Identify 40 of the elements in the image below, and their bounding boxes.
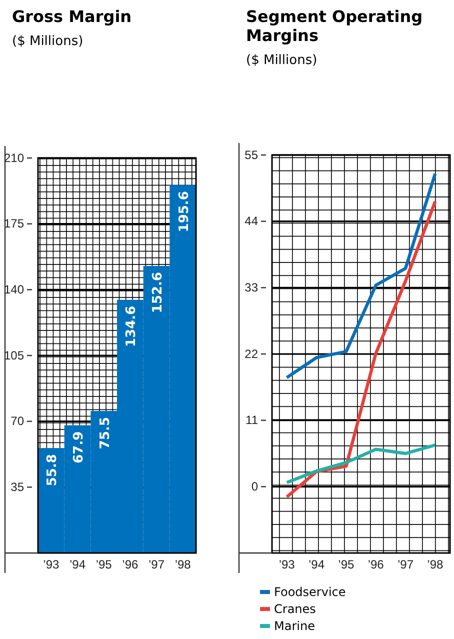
data-label: 134.6 [124,306,140,347]
x-tick-label: ’94 [69,558,86,572]
y-tick-label: 105 [4,348,24,362]
chart-title: Segment Operating Margins [246,7,423,45]
y-tick-label: 0 [251,480,258,494]
y-tick-label: 44 [244,214,258,228]
data-label: 55.8 [45,454,60,486]
data-label: 67.9 [72,431,86,464]
line-series [285,172,437,380]
x-tick-label: ’96 [122,558,138,572]
line-series [285,200,437,499]
y-tick-label: 22 [244,346,258,361]
x-tick-label: ’97 [397,558,414,572]
x-tick-label: ’95 [96,558,112,572]
data-label: 152.6 [150,272,166,314]
x-tick-label: ’98 [174,558,192,572]
x-tick-label: ’94 [308,558,325,572]
y-tick-label: 70 [10,414,24,428]
legend-label: Cranes [274,602,316,616]
y-tick-label: 11 [246,413,258,428]
data-label: 75.5 [98,416,113,450]
y-tick-label: 33 [244,280,258,295]
legend-label: Foodservice [274,585,346,599]
x-tick-label: ’96 [368,558,384,572]
y-tick-label: 210 [4,150,24,165]
y-tick-label: 35 [10,480,24,494]
line-series [285,443,437,484]
x-tick-label: ’93 [278,558,296,572]
x-tick-label: ’97 [148,558,165,572]
chart-subtitle: ($ Millions) [12,34,84,49]
chart-subtitle: ($ Millions) [246,53,318,68]
data-label: 195.6 [176,191,192,232]
y-tick-label: 140 [4,282,24,297]
x-tick-label: ’95 [338,558,354,572]
x-tick-label: ’98 [427,558,444,572]
y-tick-label: 55 [244,148,258,162]
x-tick-label: ’93 [43,558,60,572]
legend-label: Marine [274,619,315,633]
y-tick-label: 175 [4,216,24,231]
chart-title: Gross Margin [12,7,132,26]
